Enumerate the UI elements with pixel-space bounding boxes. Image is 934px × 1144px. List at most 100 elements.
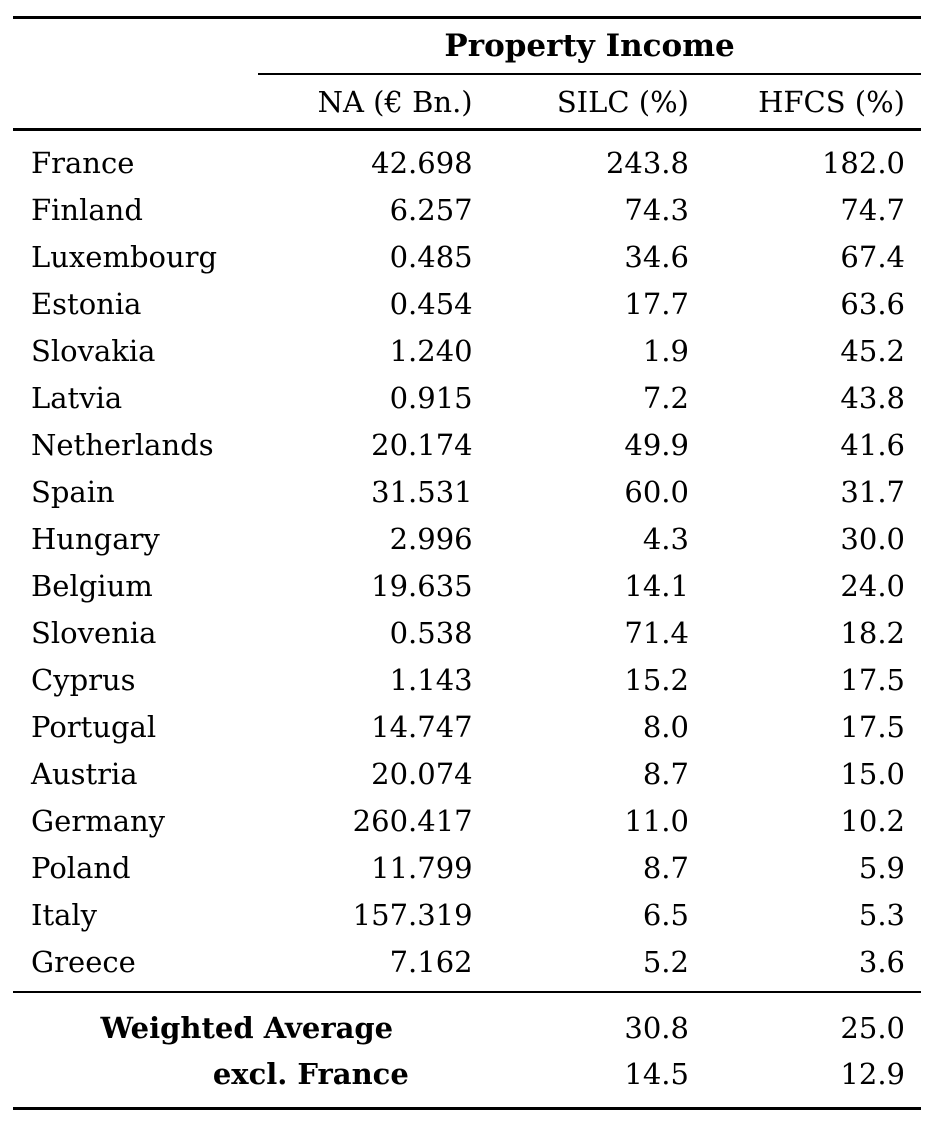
na-value-cell: 2.996 <box>389 521 473 556</box>
table-row: Greece 7.162 5.2 3.6 <box>13 938 921 993</box>
hfcs-value-cell: 3.6 <box>693 938 921 993</box>
silc-value-cell: 30.8 <box>624 1011 689 1045</box>
summary-label: Weighted Average <box>100 1011 394 1045</box>
silc-value-cell: 11.0 <box>624 803 689 838</box>
na-value-cell: 0.915 <box>389 380 473 415</box>
table-body: France 42.698 243.8 182.0 Finland 6.257 74.3 74… <box>13 130 921 993</box>
hfcs-value-cell: 24.0 <box>840 568 905 603</box>
hfcs-value-cell: 31.7 <box>840 474 905 509</box>
na-value-cell: 20.074 <box>371 756 473 791</box>
hfcs-value-cell: 17.5 <box>840 662 905 697</box>
silc-value-cell: 4.3 <box>642 521 689 556</box>
column-header-na: NA (€ Bn.) <box>258 74 481 131</box>
country-cell: Netherlands <box>31 427 214 462</box>
table-row: Luxembourg 0.485 34.6 67.4 <box>13 233 921 280</box>
silc-value-cell: 8.0 <box>642 709 689 744</box>
table-row: Estonia 0.454 17.7 63.6 <box>13 280 921 327</box>
hfcs-value-cell: 18.2 <box>840 615 905 650</box>
table-row: Slovenia 0.538 71.4 18.2 <box>13 609 921 656</box>
hfcs-value-cell: 41.6 <box>840 427 905 462</box>
hfcs-value-cell: 17.5 <box>840 709 905 744</box>
property-income-table: Property Income NA (€ Bn.) SILC (%) HFCS… <box>13 16 921 1110</box>
na-value-cell: 260.417 <box>352 803 473 838</box>
na-value-cell: 11.799 <box>371 850 473 885</box>
summary-row: excl. France 14.5 12.9 <box>13 1051 921 1109</box>
hfcs-value-cell: 67.4 <box>840 239 905 274</box>
na-value-cell: 20.174 <box>371 427 473 462</box>
silc-value-cell: 8.7 <box>642 850 689 885</box>
country-cell: Luxembourg <box>31 239 218 274</box>
country-cell: Latvia <box>31 380 123 415</box>
country-cell: Poland <box>31 850 131 885</box>
silc-value-cell: 17.7 <box>624 286 689 321</box>
na-value-cell: 7.162 <box>258 938 481 993</box>
na-value-cell: 0.454 <box>389 286 473 321</box>
country-cell: Estonia <box>31 286 142 321</box>
table-row: Austria 20.074 8.7 15.0 <box>13 750 921 797</box>
summary-label: excl. France <box>212 1057 409 1091</box>
hfcs-value-cell: 12.9 <box>840 1057 905 1091</box>
column-header-hfcs: HFCS (%) <box>693 74 921 131</box>
hfcs-value-cell: 15.0 <box>840 756 905 791</box>
silc-value-cell: 5.2 <box>480 938 694 993</box>
country-cell: Slovakia <box>31 333 156 368</box>
country-cell: Cyprus <box>31 662 136 697</box>
silc-value-cell: 74.3 <box>624 192 689 227</box>
country-cell: Spain <box>31 474 115 509</box>
table-footer: Weighted Average 30.8 25.0 excl. France 14.5… <box>13 992 921 1109</box>
country-cell: Portugal <box>31 709 157 744</box>
table-row: Poland 11.799 8.7 5.9 <box>13 844 921 891</box>
na-value-cell: 42.698 <box>371 145 473 180</box>
hfcs-value-cell: 45.2 <box>840 333 905 368</box>
table-row: Spain 31.531 60.0 31.7 <box>13 468 921 515</box>
silc-value-cell: 15.2 <box>624 662 689 697</box>
silc-value-cell: 1.9 <box>642 333 689 368</box>
na-value-cell: 14.747 <box>371 709 473 744</box>
silc-value-cell: 14.1 <box>624 568 689 603</box>
na-value-cell: 6.257 <box>389 192 473 227</box>
country-cell: Greece <box>13 938 259 993</box>
table-row: Belgium 19.635 14.1 24.0 <box>13 562 921 609</box>
silc-value-cell: 14.5 <box>624 1057 689 1091</box>
na-value-cell: 1.240 <box>389 333 473 368</box>
hfcs-value-cell: 5.9 <box>858 850 905 885</box>
table-row: Germany 260.417 11.0 10.2 <box>13 797 921 844</box>
country-cell: Germany <box>31 803 166 838</box>
na-value-cell: 19.635 <box>371 568 473 603</box>
column-header-row: NA (€ Bn.) SILC (%) HFCS (%) <box>13 74 921 131</box>
silc-value-cell: 60.0 <box>624 474 689 509</box>
na-value-cell: 157.319 <box>352 897 473 932</box>
hfcs-value-cell: 25.0 <box>840 1011 905 1045</box>
country-cell: France <box>31 145 135 180</box>
table-row: France 42.698 243.8 182.0 <box>13 130 921 187</box>
silc-value-cell: 49.9 <box>624 427 689 462</box>
table-row: Finland 6.257 74.3 74.7 <box>13 186 921 233</box>
hfcs-value-cell: 182.0 <box>821 145 905 180</box>
empty-stub-cell <box>13 18 258 75</box>
hfcs-value-cell: 63.6 <box>840 286 905 321</box>
silc-value-cell: 243.8 <box>605 145 689 180</box>
silc-value-cell: 6.5 <box>642 897 689 932</box>
silc-value-cell: 7.2 <box>642 380 689 415</box>
property-income-table-figure: Property Income NA (€ Bn.) SILC (%) HFCS… <box>13 16 921 1110</box>
hfcs-value-cell: 5.3 <box>858 897 905 932</box>
empty-stub-cell <box>13 74 259 131</box>
table-row: Hungary 2.996 4.3 30.0 <box>13 515 921 562</box>
silc-value-cell: 34.6 <box>624 239 689 274</box>
table-row: Netherlands 20.174 49.9 41.6 <box>13 421 921 468</box>
country-cell: Italy <box>31 897 98 932</box>
group-header-property-income: Property Income <box>258 17 921 75</box>
na-value-cell: 0.485 <box>389 239 473 274</box>
table-header: Property Income NA (€ Bn.) SILC (%) HFCS… <box>13 17 921 131</box>
table-row: Latvia 0.915 7.2 43.8 <box>13 374 921 421</box>
column-header-silc: SILC (%) <box>480 74 694 131</box>
country-cell: Belgium <box>31 568 153 603</box>
group-header-row: Property Income <box>13 17 921 75</box>
table-row: Slovakia 1.240 1.9 45.2 <box>13 327 921 374</box>
na-value-cell: 1.143 <box>389 662 473 697</box>
hfcs-value-cell: 43.8 <box>840 380 905 415</box>
silc-value-cell: 71.4 <box>624 615 689 650</box>
na-value-cell: 0.538 <box>389 615 473 650</box>
table-row: Italy 157.319 6.5 5.3 <box>13 891 921 938</box>
table-row: Cyprus 1.143 15.2 17.5 <box>13 656 921 703</box>
